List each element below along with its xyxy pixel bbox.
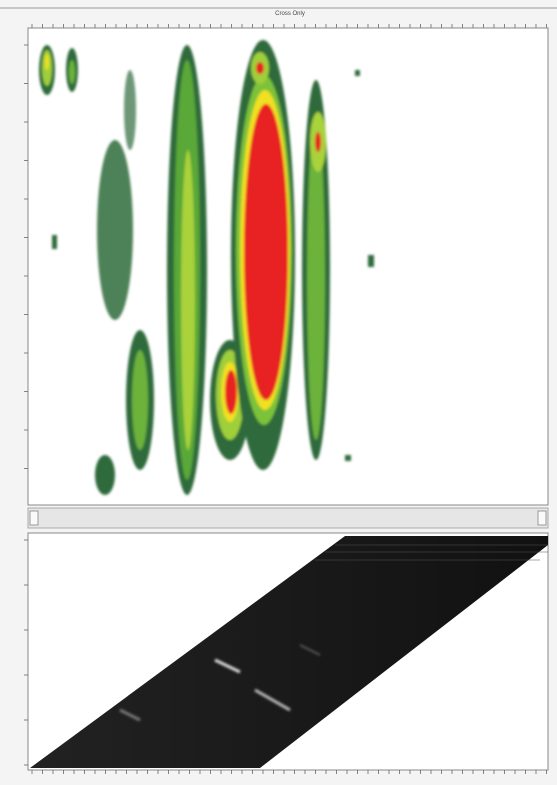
blob-col-5	[231, 40, 295, 470]
scroll-left[interactable]	[29, 510, 39, 526]
top-ticks	[31, 24, 547, 28]
correlogram-lines	[315, 544, 548, 561]
scrollbar[interactable]	[27, 507, 549, 529]
blob-col-2	[95, 70, 154, 495]
correlogram-highlights	[119, 644, 321, 722]
heatmap	[39, 40, 374, 495]
blob-col-1	[39, 45, 78, 95]
bottom-ticks	[31, 770, 547, 774]
window-title: Cross Only	[275, 11, 305, 17]
blob-col-3	[167, 45, 207, 495]
blob-col-6	[302, 80, 330, 460]
scroll-right[interactable]	[537, 510, 547, 526]
left-ticks	[24, 44, 28, 469]
correlogram	[30, 536, 548, 768]
left-ticks-lower	[24, 539, 28, 766]
